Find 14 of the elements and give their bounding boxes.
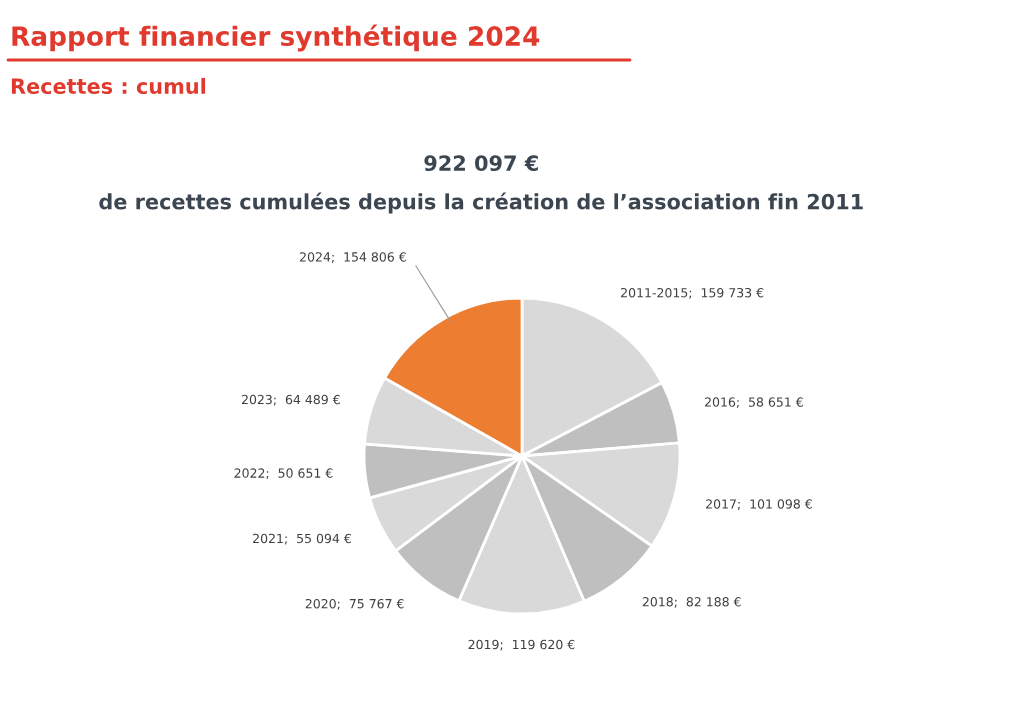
slice-label: 2023; 64 489 € [241, 394, 340, 406]
slice-label: 2011-2015; 159 733 € [621, 287, 764, 299]
chart-subtitle: Recettes : cumul [11, 77, 206, 95]
slice-label: 2024; 154 806 € [300, 252, 406, 263]
chart-title: Rapport financier synthétique 2024 [12, 24, 540, 52]
slice-label: 2018; 82 188 € [642, 597, 741, 608]
slice-label: 2021; 55 094 € [253, 533, 351, 545]
slice-label: 2022; 50 651 € [234, 468, 333, 480]
text: de recettes cumulées depuis la création de l’association fin 2011 [99, 192, 863, 214]
slice-label: 2016; 58 651 € [705, 397, 803, 409]
slice-label: 2017; 101 098 € [706, 499, 812, 510]
slice-label: 2020; 75 767 € [305, 598, 404, 610]
text: 922 097 € [424, 155, 538, 172]
slice-label: 2019; 119 620 € [468, 639, 575, 651]
